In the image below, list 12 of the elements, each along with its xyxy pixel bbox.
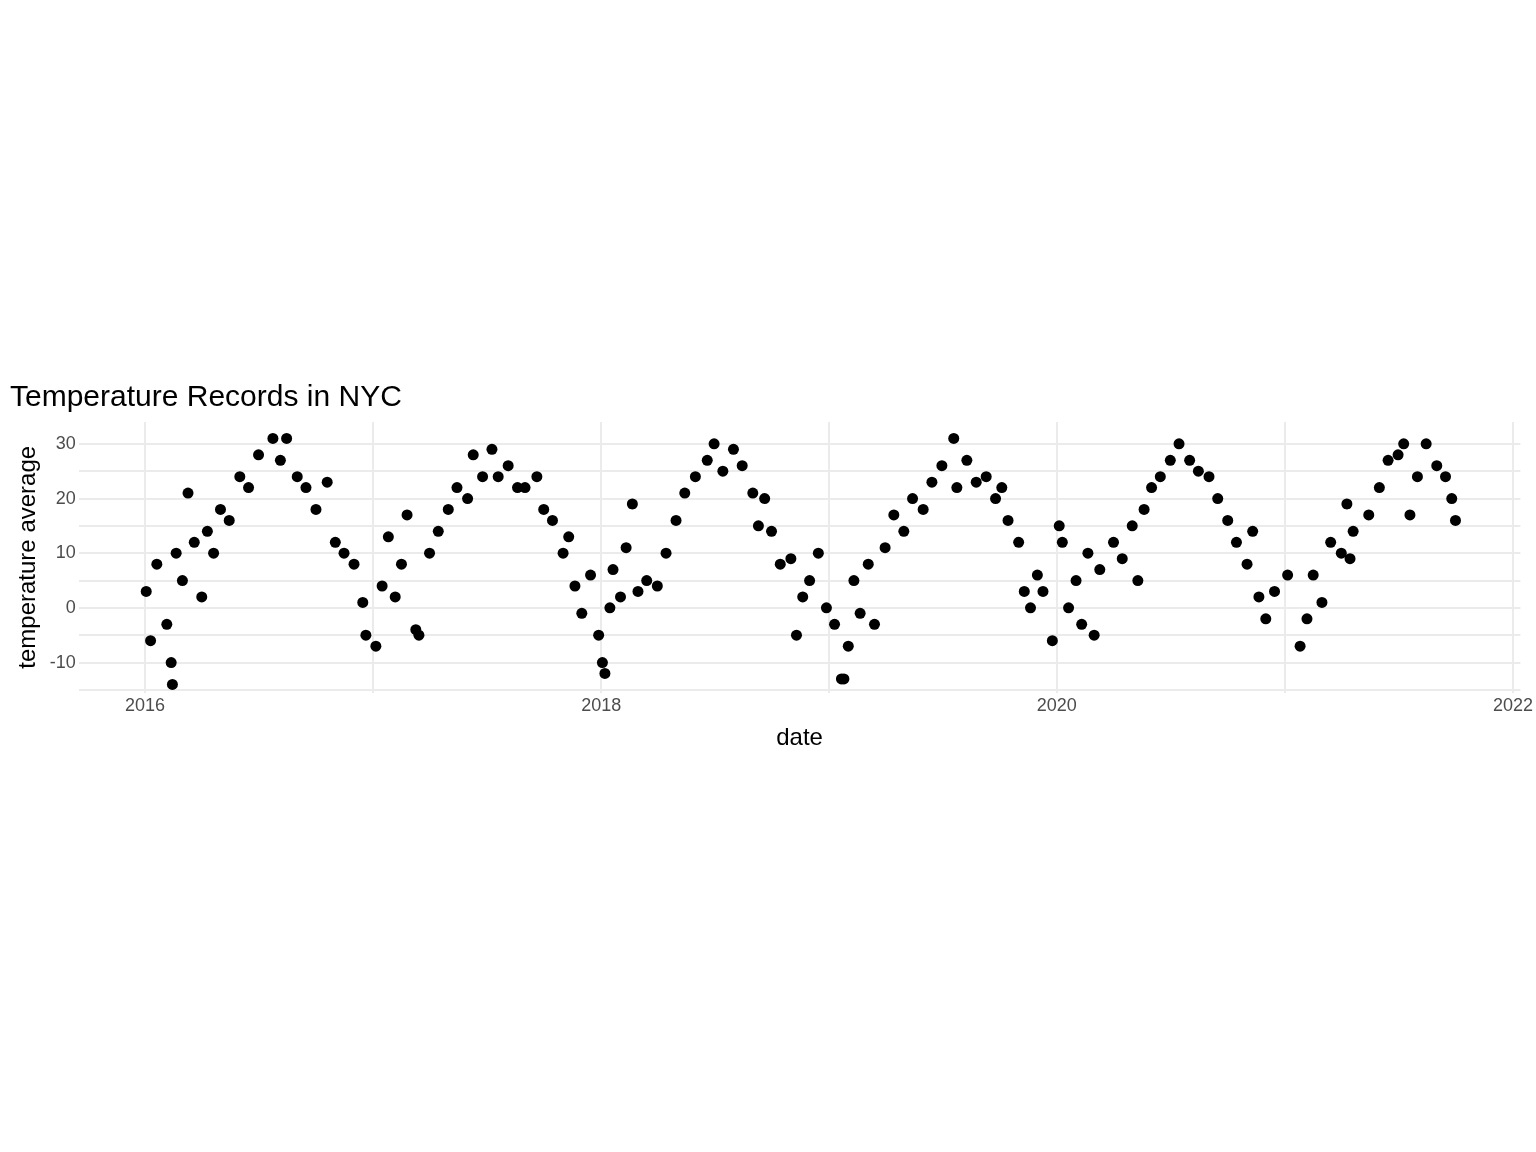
y-axis-title: temperature average <box>13 445 41 669</box>
y-tick-label: -10 <box>49 651 76 672</box>
x-axis-title: date <box>776 723 823 751</box>
chart-title: Temperature Records in NYC <box>10 379 402 413</box>
y-tick-label: 0 <box>65 596 76 617</box>
x-tick-label: 2018 <box>581 695 622 716</box>
x-tick-label: 2022 <box>1492 695 1533 716</box>
y-tick-label: 20 <box>55 487 76 508</box>
y-tick-label: 30 <box>55 432 76 453</box>
x-tick-label: 2020 <box>1036 695 1077 716</box>
y-tick-label: 10 <box>55 542 76 563</box>
x-tick-label: 2016 <box>124 695 165 716</box>
